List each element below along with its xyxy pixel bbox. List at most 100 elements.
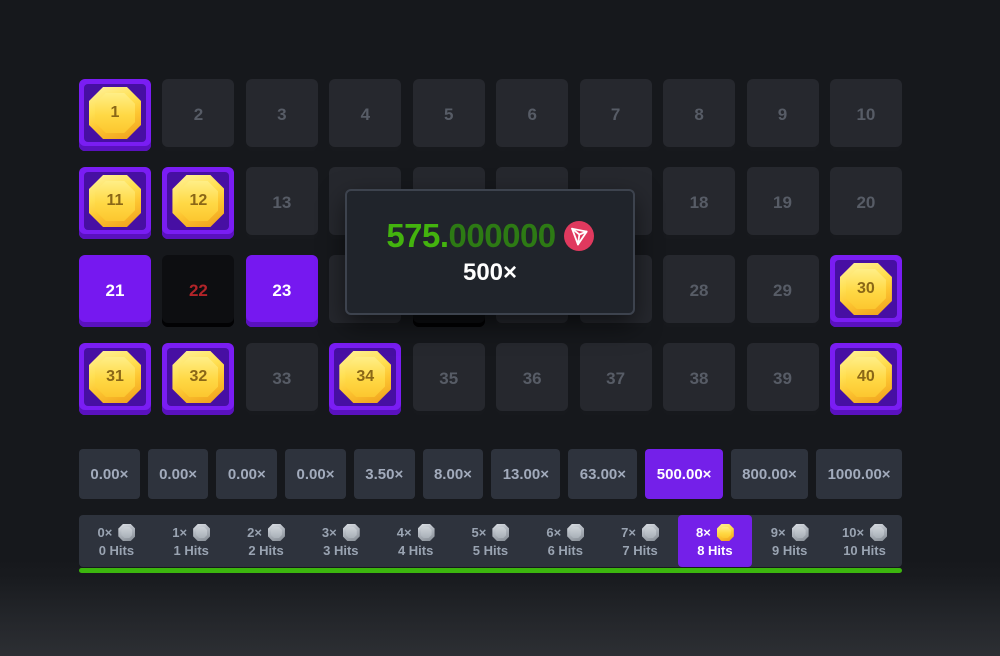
paytable-multiplier-7: 63.00× — [568, 449, 638, 499]
hits-cell-9: 9× 9 Hits — [752, 515, 827, 567]
paytable-multiplier-0: 0.00× — [79, 449, 140, 499]
gem-icon — [642, 524, 659, 541]
gem-icon: 34 — [339, 351, 392, 403]
keno-tile-20[interactable]: 20 — [829, 167, 902, 239]
hits-multiplier: 10× — [842, 525, 865, 540]
tile-number: 6 — [527, 105, 537, 124]
hits-mult-line: 1× — [172, 524, 211, 541]
paytable-multiplier-8: 500.00× — [645, 449, 723, 499]
gem-slot: 30 — [834, 260, 897, 318]
keno-tile-23[interactable]: 23 — [245, 255, 318, 327]
hits-multiplier: 1× — [172, 525, 188, 540]
keno-tile-39[interactable]: 39 — [746, 343, 819, 415]
keno-tile-10[interactable]: 10 — [829, 79, 902, 151]
keno-tile-1[interactable]: 1 — [79, 79, 151, 151]
hits-count-label: 7 Hits — [622, 543, 658, 558]
gem-icon — [417, 524, 435, 541]
paytable-multiplier-10: 1000.00× — [816, 449, 902, 499]
gem-slot: 40 — [834, 348, 897, 406]
hits-mult-line: 4× — [397, 524, 435, 541]
keno-tile-11[interactable]: 11 — [79, 167, 151, 239]
win-amount: 575. 000000 — [386, 217, 594, 255]
gem-icon: 32 — [172, 351, 225, 403]
hits-multiplier: 3× — [321, 525, 337, 540]
hits-count-label: 6 Hits — [547, 543, 583, 558]
hits-count-label: 3 Hits — [323, 543, 359, 558]
gem-icon: 1 — [89, 87, 141, 139]
keno-tile-33[interactable]: 33 — [245, 343, 318, 415]
gem-icon: 11 — [89, 175, 141, 227]
tile-number: 34 — [356, 368, 375, 385]
keno-tile-35[interactable]: 35 — [412, 343, 485, 415]
keno-tile-18[interactable]: 18 — [663, 167, 736, 239]
tile-number: 23 — [272, 281, 292, 300]
keno-tile-29[interactable]: 29 — [746, 255, 819, 327]
keno-tile-32[interactable]: 32 — [162, 343, 235, 415]
keno-tile-37[interactable]: 37 — [579, 343, 652, 415]
keno-tile-21[interactable]: 21 — [79, 255, 151, 327]
keno-tile-28[interactable]: 28 — [663, 255, 736, 327]
tile-number: 4 — [360, 105, 371, 124]
tile-number: 5 — [444, 105, 454, 124]
tile-number: 10 — [856, 105, 876, 124]
tile-number: 7 — [610, 105, 621, 124]
tron-icon — [563, 221, 594, 251]
paytable-multiplier-3: 0.00× — [285, 449, 346, 499]
hits-mult-line: 6× — [546, 524, 585, 541]
keno-tile-13[interactable]: 13 — [245, 167, 318, 239]
tile-number: 18 — [689, 193, 709, 212]
hits-mult-line: 2× — [247, 524, 285, 541]
round-progress-bar — [79, 568, 902, 573]
gem-icon — [193, 524, 211, 541]
gem-slot: 12 — [167, 172, 230, 230]
keno-tile-6[interactable]: 6 — [496, 79, 569, 151]
background-floor-glow — [0, 576, 1000, 656]
hits-multiplier: 2× — [247, 525, 262, 540]
paytable-multiplier-6: 13.00× — [491, 449, 561, 499]
tile-number: 11 — [106, 192, 124, 209]
gem-icon — [567, 524, 585, 541]
keno-tile-12[interactable]: 12 — [162, 167, 235, 239]
paytable-multiplier-2: 0.00× — [216, 449, 278, 499]
keno-tile-22[interactable]: 22 — [162, 255, 235, 327]
keno-tile-2[interactable]: 2 — [162, 79, 235, 151]
win-popup: 575. 000000 500× — [345, 189, 635, 315]
keno-tile-40[interactable]: 40 — [829, 343, 902, 415]
hits-cell-4: 4× 4 Hits — [378, 515, 453, 567]
keno-tile-5[interactable]: 5 — [412, 79, 485, 151]
paytable-multiplier-1: 0.00× — [147, 449, 209, 499]
hits-count-label: 5 Hits — [472, 543, 509, 558]
hits-mult-line: 7× — [621, 524, 659, 541]
tile-number: 20 — [856, 193, 876, 212]
hits-multiplier: 8× — [695, 525, 711, 540]
keno-tile-38[interactable]: 38 — [663, 343, 736, 415]
hits-count-label: 4 Hits — [397, 543, 434, 558]
keno-tile-36[interactable]: 36 — [496, 343, 569, 415]
gem-slot: 11 — [84, 172, 146, 230]
keno-tile-3[interactable]: 3 — [245, 79, 318, 151]
keno-tile-31[interactable]: 31 — [79, 343, 151, 415]
hits-mult-line: 5× — [472, 524, 510, 541]
keno-tile-34[interactable]: 34 — [329, 343, 402, 415]
tile-number: 38 — [689, 369, 709, 388]
keno-tile-8[interactable]: 8 — [663, 79, 736, 151]
hits-cell-5: 5× 5 Hits — [453, 515, 528, 567]
tile-number: 29 — [773, 281, 792, 300]
hits-cell-8: 8× 8 Hits — [677, 515, 753, 567]
tile-number: 1 — [110, 104, 120, 121]
keno-tile-9[interactable]: 9 — [746, 79, 819, 151]
keno-tile-30[interactable]: 30 — [829, 255, 902, 327]
keno-tile-19[interactable]: 19 — [746, 167, 819, 239]
hits-multiplier: 5× — [471, 525, 487, 540]
keno-tile-7[interactable]: 7 — [579, 79, 652, 151]
gem-slot: 1 — [84, 84, 146, 142]
hits-mult-line: 8× — [696, 524, 734, 541]
gem-icon — [267, 524, 285, 541]
tile-number: 8 — [694, 105, 704, 124]
tile-number: 28 — [689, 281, 709, 300]
hits-mult-line: 3× — [322, 524, 360, 541]
keno-tile-4[interactable]: 4 — [329, 79, 402, 151]
hits-cell-7: 7× 7 Hits — [603, 515, 678, 567]
tile-number: 31 — [106, 368, 124, 385]
paytable-row: 0.00× 0.00× 0.00× 0.00× 3.50× 8.00× 13.00× 63.0… — [79, 449, 902, 499]
